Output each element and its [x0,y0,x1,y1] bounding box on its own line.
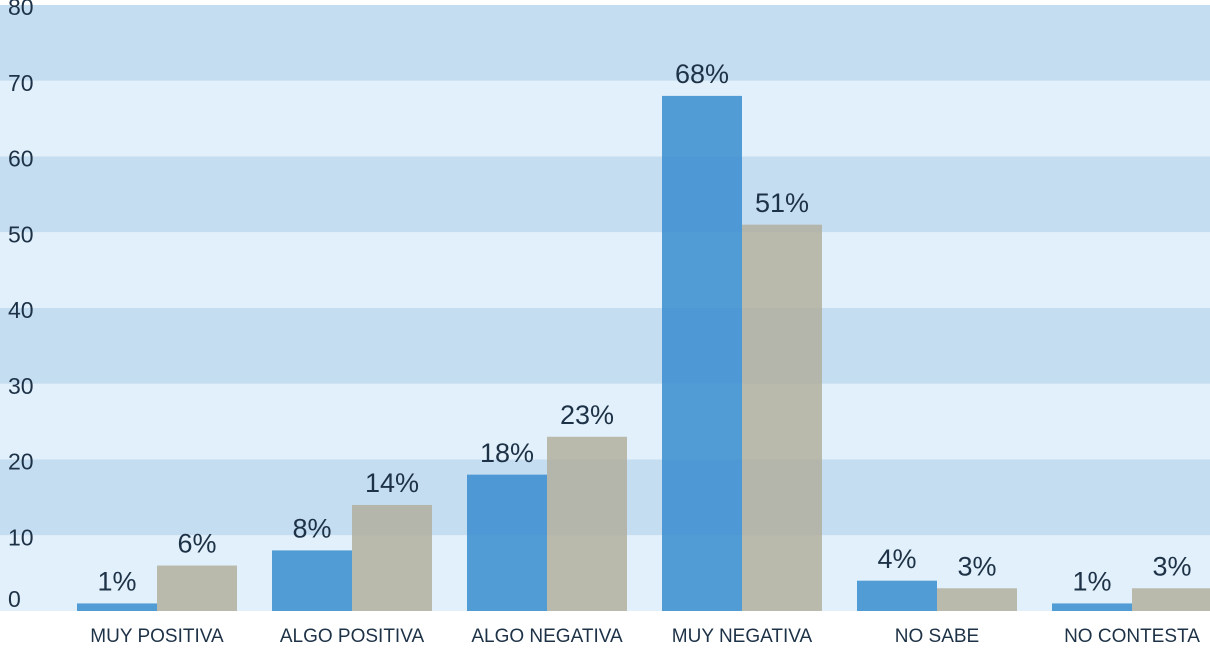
y-tick-label: 20 [8,449,34,475]
bar [857,580,937,611]
bar [77,603,157,611]
value-label: 4% [877,544,916,574]
bar [547,436,627,611]
value-label: 1% [97,567,136,597]
value-label: 3% [957,551,996,581]
grid-band [0,80,1210,157]
bar [742,224,822,612]
value-label: 8% [292,514,331,544]
bar [272,550,352,611]
bar [467,474,547,611]
y-tick-label: 40 [8,297,34,323]
bar [1052,603,1132,611]
x-tick-label: MUY POSITIVA [90,626,224,647]
bar [157,565,237,611]
y-tick-label: 50 [8,221,34,247]
value-label: 23% [560,400,614,430]
grid-band [0,232,1210,308]
y-tick-label: 10 [8,524,34,550]
bar [937,588,1017,611]
bar [662,95,742,611]
value-label: 1% [1072,567,1111,597]
x-tick-label: ALGO POSITIVA [280,626,425,647]
y-tick-label: 70 [8,70,34,96]
x-tick-label: NO CONTESTA [1064,626,1200,647]
bar [352,504,432,611]
grid-band [0,156,1210,233]
value-label: 6% [177,529,216,559]
value-label: 51% [755,188,809,218]
grid-band [0,5,1210,81]
value-label: 68% [675,59,729,89]
x-tick-label: ALGO NEGATIVA [471,626,623,647]
value-label: 3% [1152,551,1191,581]
y-tick-label: 30 [8,373,34,399]
x-tick-label: MUY NEGATIVA [672,626,813,647]
value-label: 18% [480,438,534,468]
bar [1132,588,1210,611]
value-label: 14% [365,468,419,498]
y-tick-label: 0 [8,586,21,612]
x-tick-label: NO SABE [895,626,979,647]
grid-band [0,308,1210,384]
y-tick-label: 60 [8,146,34,172]
y-tick-label: 80 [8,0,34,20]
